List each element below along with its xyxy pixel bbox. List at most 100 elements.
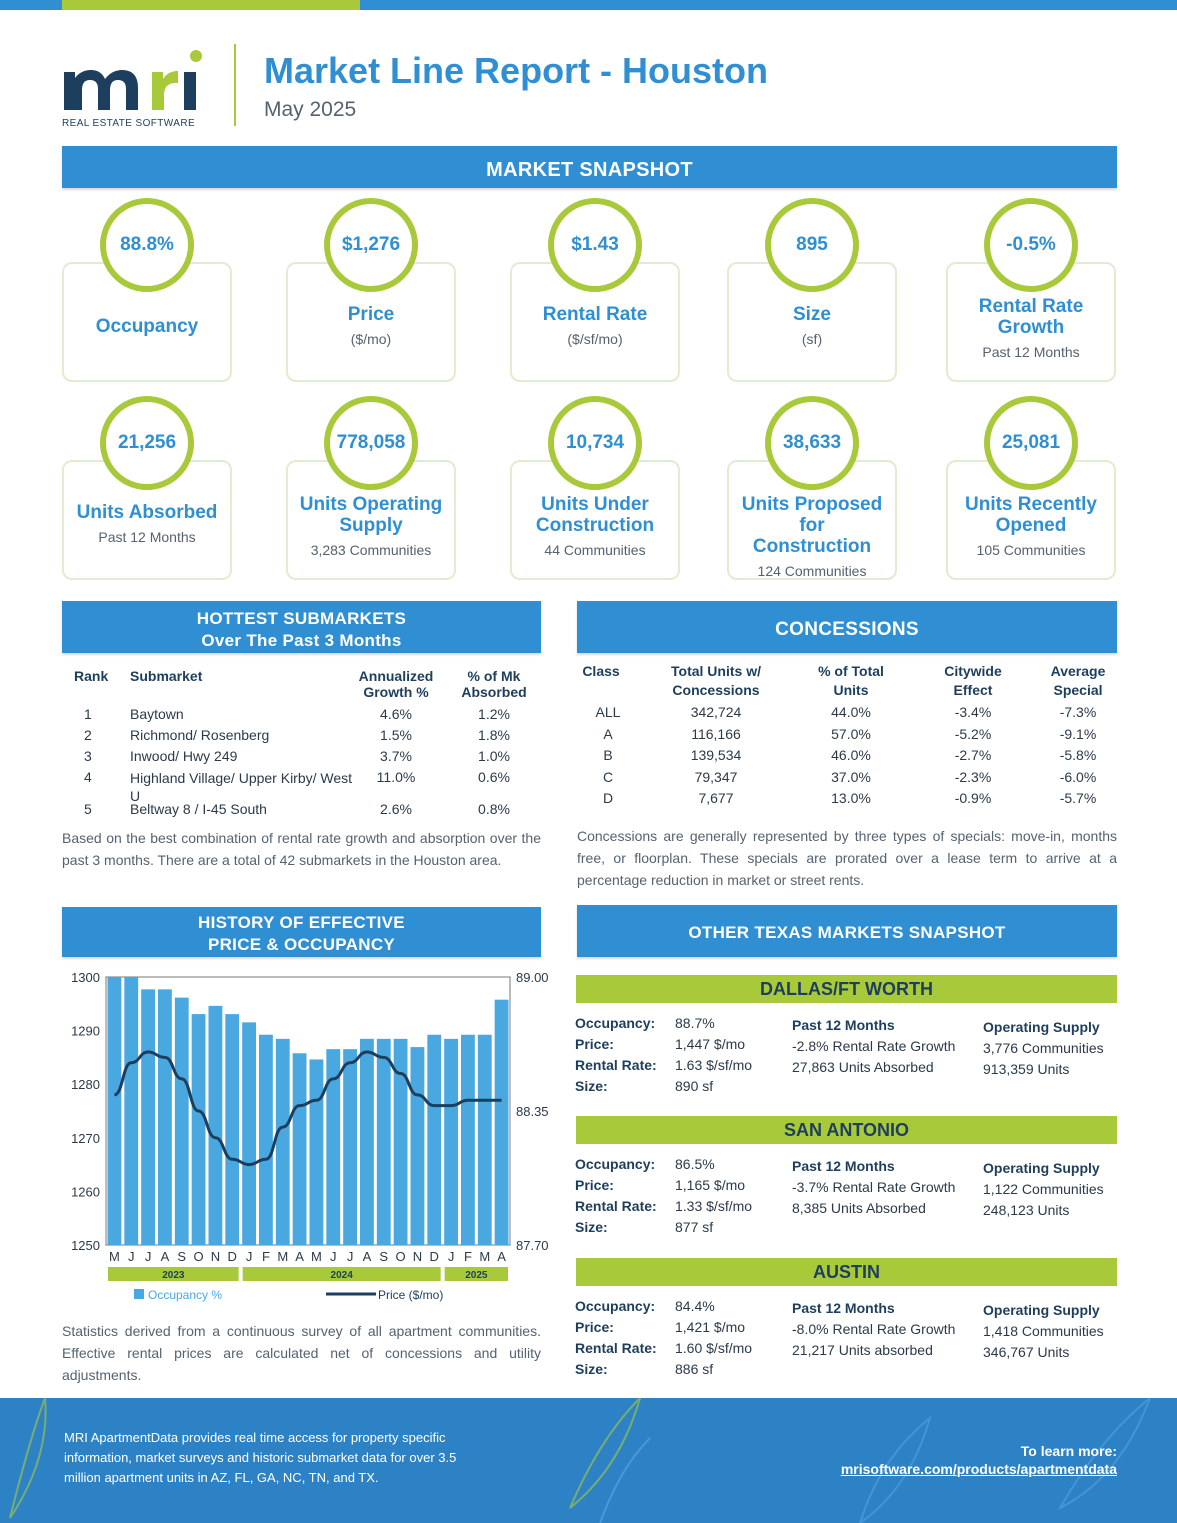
month-tick-label: M: [109, 1249, 120, 1264]
card-sublabel: 124 Communities: [757, 563, 867, 579]
size-value: 890 sf: [675, 1078, 714, 1094]
card-sublabel: 3,283 Communities: [310, 542, 432, 558]
card-value: $1,276: [324, 198, 418, 292]
size-label: Size:: [575, 1361, 608, 1377]
card-value: $1.43: [548, 198, 642, 292]
history-note: Statistics derived from a continuous sur…: [62, 1323, 541, 1383]
chart-frame: [105, 976, 511, 1246]
card-label: Units Proposed for Construction: [741, 494, 883, 557]
month-tick-label: O: [396, 1249, 406, 1264]
occupancy-bar: [242, 1022, 256, 1245]
past-label: Past 12 Months: [792, 1300, 895, 1316]
month-tick-label: F: [464, 1249, 472, 1264]
hottest-note: Based on the best combination of rental …: [62, 830, 541, 868]
rate-value: 1.63 $/sf/mo: [675, 1057, 753, 1073]
col-average: Average Special: [1050, 663, 1106, 698]
month-tick-label: M: [277, 1249, 288, 1264]
rate-value: 1.33 $/sf/mo: [675, 1198, 753, 1214]
hottest-title: HOTTEST SUBMARKETS: [196, 609, 407, 628]
occupancy-bar: [477, 1034, 492, 1245]
cell: -5.8%: [1059, 747, 1097, 763]
occupancy-bar: [444, 1038, 458, 1245]
top-accent-bar: [0, 0, 1177, 10]
cell: Richmond/ Rosenberg: [130, 727, 270, 743]
occupancy-bar: [494, 999, 509, 1245]
snapshot-card: Units Recently Opened 105 Communities: [946, 460, 1116, 580]
month-tick-label: D: [228, 1249, 237, 1264]
history-subtitle: PRICE & OCCUPANCY: [207, 935, 396, 954]
growth-value: -8.0% Rental Rate Growth: [792, 1321, 956, 1337]
month-tick-label: J: [128, 1249, 135, 1264]
cell: -7.3%: [1059, 704, 1097, 720]
cell: Inwood/ Hwy 249: [130, 748, 238, 764]
card-sublabel: Past 12 Months: [982, 344, 1080, 360]
occupancy-bar: [225, 1014, 240, 1245]
cell: 139,534: [690, 747, 742, 763]
history-title: HISTORY OF EFFECTIVE: [198, 913, 405, 932]
col-rank: Rank: [74, 668, 109, 684]
mri-logo: [64, 50, 202, 110]
rate-label: Rental Rate:: [575, 1057, 657, 1073]
size-value: 877 sf: [675, 1219, 714, 1235]
card-value: 10,734: [548, 396, 642, 490]
learn-more-label: To learn more:: [1020, 1443, 1117, 1459]
rate-label: Rental Rate:: [575, 1198, 657, 1214]
price-label: Price:: [575, 1319, 614, 1335]
card-sublabel: (sf): [801, 331, 823, 347]
concessions-table: Class Total Units w/ Concessions % of To…: [577, 662, 1117, 812]
cell: -3.4%: [954, 704, 992, 720]
month-tick-label: J: [145, 1249, 152, 1264]
rate-value: 1.60 $/sf/mo: [675, 1340, 753, 1356]
occupancy-bar: [376, 1038, 391, 1245]
cell: 13.0%: [831, 790, 871, 806]
cell: 7,677: [698, 790, 734, 806]
growth-value: -2.8% Rental Rate Growth: [792, 1038, 956, 1054]
col-class: Class: [582, 663, 620, 679]
card-value: 38,633: [765, 396, 859, 490]
cell: C: [602, 768, 614, 785]
occupancy-bar: [393, 1038, 408, 1245]
card-value: 88.8%: [100, 198, 194, 292]
card-label: Units Recently Opened: [965, 494, 1097, 536]
left-tick-label: 1250: [71, 1238, 100, 1253]
occupancy-bar: [427, 1034, 442, 1245]
occ-label: Occupancy:: [575, 1298, 656, 1314]
table-row: 2 Richmond/ Rosenberg 1.5% 1.8%: [62, 727, 541, 748]
price-line: [113, 1050, 502, 1167]
occupancy-bar: [107, 977, 122, 1245]
left-tick-label: 1300: [71, 970, 100, 985]
footer-leaf-decoration: [9, 1398, 1152, 1523]
table-row: 1 Baytown 4.6% 1.2%: [62, 706, 541, 727]
hottest-table: Rank Submarket Annualized Growth % % of …: [62, 666, 541, 822]
cell: 1.8%: [478, 727, 510, 743]
units-value: 346,767 Units: [983, 1344, 1070, 1360]
cell: 5: [84, 801, 92, 817]
cell: Highland Village/ Upper Kirby/ West U: [130, 770, 353, 804]
footer: MRI ApartmentData provides real time acc…: [0, 1398, 1177, 1523]
year-label: 2023: [162, 1270, 185, 1281]
supply-label: Operating Supply: [983, 1160, 1100, 1176]
table-row: A 116,166 57.0% -5.2% -9.1%: [577, 726, 1117, 748]
communities-value: 1,122 Communities: [983, 1181, 1104, 1197]
occupancy-bar: [360, 1038, 374, 1245]
cell: 1.5%: [380, 727, 412, 743]
occ-label: Occupancy:: [575, 1015, 656, 1031]
header-divider: [234, 44, 236, 126]
month-tick-label: N: [413, 1249, 422, 1264]
cell: A: [603, 725, 613, 742]
cell: -2.3%: [954, 768, 992, 785]
card-label: Occupancy: [95, 316, 199, 337]
card-label: Units Operating Supply: [299, 494, 443, 536]
left-tick-label: 1280: [71, 1077, 100, 1092]
occupancy-bar: [461, 1034, 475, 1245]
cell: -6.0%: [1059, 768, 1097, 785]
units-value: 248,123 Units: [983, 1202, 1070, 1218]
apartmentdata-link[interactable]: mrisoftware.com/products/apartmentdata: [840, 1461, 1117, 1477]
past-label: Past 12 Months: [792, 1158, 895, 1174]
cell: Beltway 8 / I-45 South: [130, 801, 267, 817]
absorbed-value: 8,385 Units Absorbed: [792, 1200, 926, 1216]
concessions-note: Concessions are generally represented by…: [577, 828, 1117, 888]
cell: 0.8%: [478, 801, 510, 817]
left-tick-label: 1290: [71, 1024, 100, 1039]
concessions-banner: CONCESSIONS: [577, 601, 1117, 653]
